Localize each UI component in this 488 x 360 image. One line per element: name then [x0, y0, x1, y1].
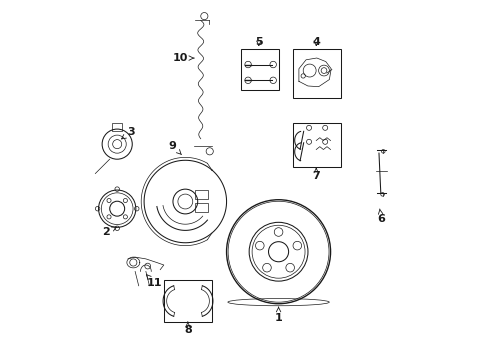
Text: 9: 9: [168, 141, 181, 155]
Bar: [163, 280, 212, 321]
Text: 2: 2: [102, 227, 116, 237]
Bar: [292, 123, 341, 167]
Text: 10: 10: [173, 53, 194, 63]
Bar: [292, 49, 341, 98]
Text: 3: 3: [122, 127, 135, 139]
Text: 11: 11: [146, 275, 162, 288]
Text: 4: 4: [312, 37, 320, 47]
Bar: [195, 190, 208, 199]
Bar: [241, 49, 278, 90]
Bar: [195, 203, 208, 212]
Text: 8: 8: [183, 322, 191, 335]
Bar: [112, 123, 122, 131]
Text: 1: 1: [274, 307, 282, 323]
Text: 5: 5: [255, 37, 262, 47]
Text: 6: 6: [377, 209, 385, 224]
Text: 7: 7: [312, 168, 320, 181]
